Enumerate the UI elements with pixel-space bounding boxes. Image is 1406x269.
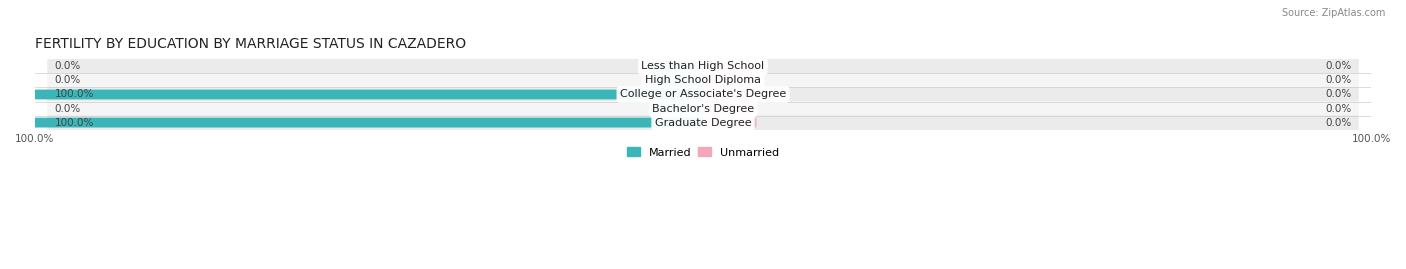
Text: 100.0%: 100.0% (55, 90, 94, 100)
FancyBboxPatch shape (650, 61, 703, 71)
Text: FERTILITY BY EDUCATION BY MARRIAGE STATUS IN CAZADERO: FERTILITY BY EDUCATION BY MARRIAGE STATU… (35, 37, 465, 51)
Text: 0.0%: 0.0% (1324, 104, 1351, 114)
Text: Source: ZipAtlas.com: Source: ZipAtlas.com (1281, 8, 1385, 18)
Legend: Married, Unmarried: Married, Unmarried (621, 143, 785, 162)
Text: 0.0%: 0.0% (55, 75, 82, 86)
Text: 0.0%: 0.0% (55, 104, 82, 114)
FancyBboxPatch shape (48, 73, 1358, 88)
Text: High School Diploma: High School Diploma (645, 75, 761, 86)
Text: College or Associate's Degree: College or Associate's Degree (620, 90, 786, 100)
Text: 0.0%: 0.0% (55, 61, 82, 71)
FancyBboxPatch shape (703, 118, 756, 128)
FancyBboxPatch shape (48, 101, 1358, 116)
Text: Less than High School: Less than High School (641, 61, 765, 71)
FancyBboxPatch shape (650, 76, 703, 85)
Text: Bachelor's Degree: Bachelor's Degree (652, 104, 754, 114)
Text: 0.0%: 0.0% (1324, 90, 1351, 100)
FancyBboxPatch shape (48, 115, 1358, 130)
FancyBboxPatch shape (703, 61, 756, 71)
Text: 0.0%: 0.0% (1324, 118, 1351, 128)
Text: 0.0%: 0.0% (1324, 61, 1351, 71)
Text: 100.0%: 100.0% (55, 118, 94, 128)
Text: 0.0%: 0.0% (1324, 75, 1351, 86)
FancyBboxPatch shape (703, 90, 756, 100)
FancyBboxPatch shape (34, 118, 703, 128)
FancyBboxPatch shape (34, 90, 703, 100)
FancyBboxPatch shape (650, 104, 703, 114)
FancyBboxPatch shape (703, 76, 756, 85)
FancyBboxPatch shape (703, 104, 756, 114)
FancyBboxPatch shape (48, 87, 1358, 102)
FancyBboxPatch shape (48, 59, 1358, 74)
Text: Graduate Degree: Graduate Degree (655, 118, 751, 128)
